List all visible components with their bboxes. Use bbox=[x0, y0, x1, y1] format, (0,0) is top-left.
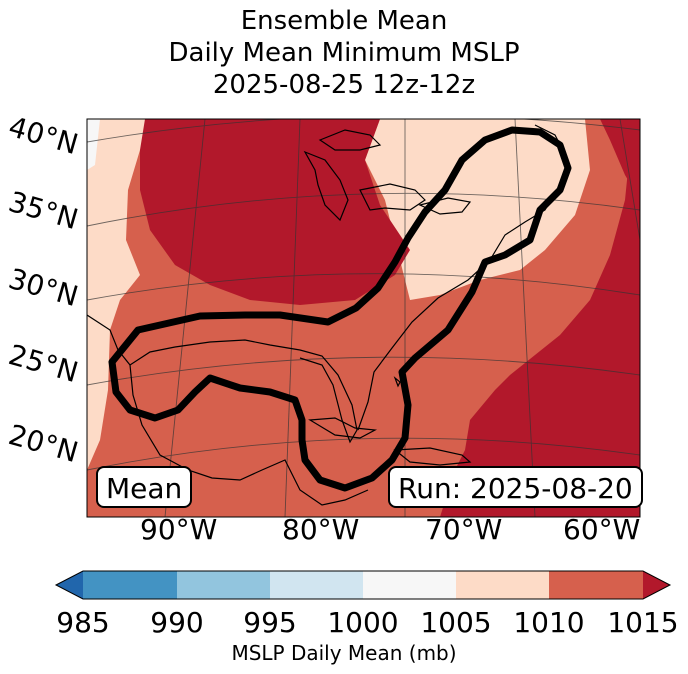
lon-label-90: 90°W bbox=[140, 513, 218, 546]
colorbar-label: MSLP Daily Mean (mb) bbox=[231, 641, 457, 665]
field-1005-west bbox=[87, 119, 160, 470]
map-frame bbox=[86, 118, 641, 518]
colorbar-low-extend bbox=[56, 571, 83, 599]
colorbar-tick-985: 985 bbox=[56, 606, 110, 639]
mean-label-box: Mean bbox=[96, 466, 193, 508]
colorbar-high-extend bbox=[643, 571, 670, 599]
colorbar-bin-990-995 bbox=[177, 571, 270, 599]
lon-label-60: 60°W bbox=[563, 513, 641, 546]
colorbar-tick-1015: 1015 bbox=[607, 606, 679, 639]
colorbar-tick-1000: 1000 bbox=[327, 606, 399, 639]
colorbar-tick-1010: 1010 bbox=[513, 606, 585, 639]
title-line-3: 2025-08-25 12z-12z bbox=[212, 70, 476, 100]
probability-contour bbox=[108, 126, 572, 492]
colorbar-bin-1005-1010 bbox=[456, 571, 549, 599]
colorbar-tick-995: 995 bbox=[243, 606, 297, 639]
field-1000-corner bbox=[87, 119, 100, 170]
field-1005-northeast bbox=[365, 119, 590, 300]
colorbar-bin-995-1000 bbox=[270, 571, 363, 599]
colorbar-tick-990: 990 bbox=[150, 606, 204, 639]
field-1015-north bbox=[140, 119, 410, 305]
field-1015-east bbox=[440, 119, 640, 517]
title-line-1: Ensemble Mean bbox=[240, 6, 448, 36]
colorbar-bin-1010-1015 bbox=[549, 571, 643, 599]
colorbar-bin-985-990 bbox=[83, 571, 177, 599]
title-line-2: Daily Mean Minimum MSLP bbox=[168, 38, 520, 68]
lon-label-80: 80°W bbox=[282, 513, 360, 546]
colorbar-bin-1000-1005 bbox=[363, 571, 456, 599]
colorbar-tick-1005: 1005 bbox=[420, 606, 492, 639]
map-area bbox=[87, 119, 640, 517]
lon-label-70: 70°W bbox=[425, 513, 503, 546]
run-date-box: Run: 2025-08-20 bbox=[388, 466, 643, 508]
colorbar bbox=[54, 570, 672, 600]
graticule bbox=[87, 119, 640, 517]
